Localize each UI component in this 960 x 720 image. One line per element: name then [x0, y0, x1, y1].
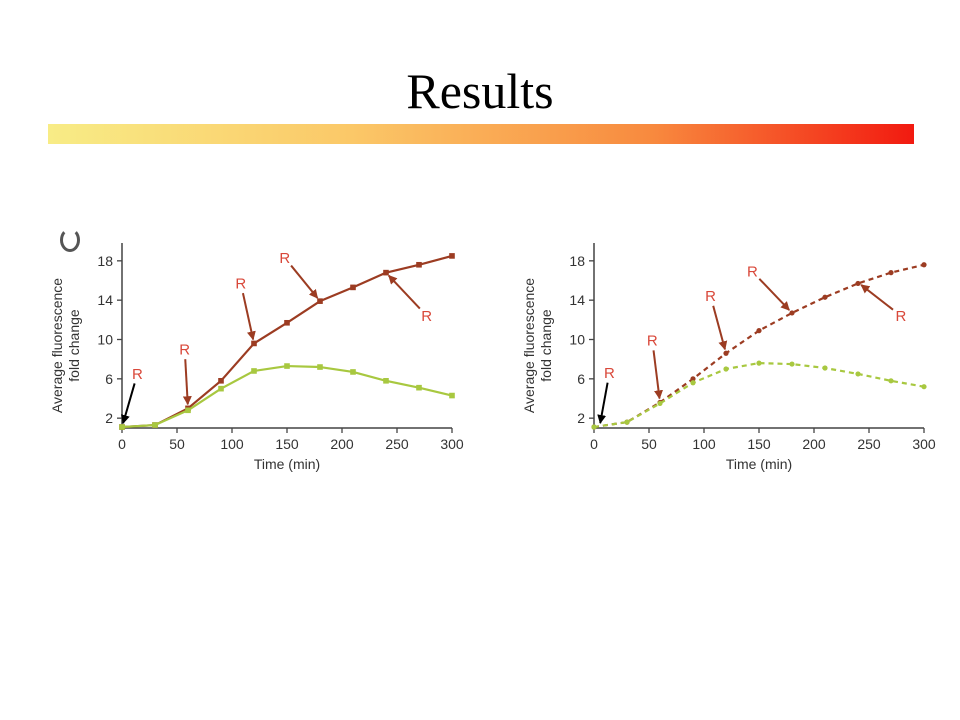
annotation-label: R: [604, 365, 615, 382]
annotation-arrow: [182, 359, 192, 406]
data-point: [383, 269, 389, 276]
x-tick-label: 200: [330, 436, 354, 452]
y-axis-title-line: Average fluorescence: [49, 278, 65, 413]
data-point: [690, 380, 696, 386]
x-tick-label: 100: [220, 436, 244, 452]
data-point: [317, 364, 323, 370]
data-point: [888, 378, 894, 384]
data-point: [591, 424, 597, 430]
y-tick-label: 2: [105, 410, 113, 426]
y-axis-title: Average fluorescencefold change: [521, 278, 554, 413]
series-line-red: [121, 254, 453, 429]
annotation-label: R: [235, 275, 246, 292]
x-tick-label: 150: [275, 436, 299, 452]
data-point: [218, 378, 224, 384]
annotation-arrow: [597, 382, 609, 424]
y-tick-label: 18: [569, 253, 585, 269]
data-point: [690, 376, 696, 382]
annotation-arrow: [860, 284, 894, 311]
annotation-arrow: [758, 278, 790, 311]
y-tick-label: 14: [569, 292, 585, 308]
annotation-arrow: [388, 274, 421, 310]
data-point: [624, 419, 630, 425]
data-point: [284, 319, 290, 326]
data-point: [921, 262, 927, 268]
data-point: [317, 298, 323, 304]
annotation-label: R: [179, 341, 190, 358]
x-tick-label: 250: [857, 436, 881, 452]
y-tick-label: 6: [577, 371, 585, 387]
x-axis-title: Time (min): [254, 456, 320, 472]
data-point: [789, 310, 795, 316]
annotation-label: R: [279, 250, 290, 267]
data-point: [822, 365, 828, 371]
data-point: [251, 340, 257, 347]
data-point: [251, 368, 257, 374]
title-accent-bar: [48, 124, 914, 144]
data-point: [449, 392, 455, 399]
x-tick-label: 0: [118, 436, 126, 452]
y-axis-title-line: fold change: [538, 309, 554, 382]
data-point: [416, 384, 422, 391]
annotation-label: R: [132, 366, 143, 383]
data-point: [822, 294, 828, 300]
y-tick-label: 10: [97, 332, 113, 348]
series-line-red: [593, 263, 925, 429]
data-point: [657, 400, 663, 407]
fluorescence-chart-dashed: 2 6 10 14 18 0 50 100 150 200 250 300 Time (min) Aver…: [521, 243, 936, 472]
data-point: [152, 422, 158, 428]
fluorescence-chart-solid: 2 6 10 14 18 0 50 100 150 200 250 300 Time (min) Aver…: [49, 243, 464, 472]
x-tick-label: 100: [692, 436, 716, 452]
data-point: [756, 360, 762, 366]
data-point: [350, 284, 356, 291]
data-point: [449, 253, 455, 259]
y-axis-title-line: fold change: [66, 309, 82, 382]
y-tick-label: 14: [97, 292, 113, 308]
series-line-green: [593, 362, 925, 429]
annotation-arrow: [121, 383, 136, 425]
annotation-arrow: [241, 292, 256, 341]
y-tick-label: 2: [577, 410, 585, 426]
x-tick-label: 50: [641, 436, 657, 452]
data-point: [416, 261, 422, 268]
annotation-label: R: [421, 308, 432, 325]
y-tick-label: 10: [569, 332, 585, 348]
data-point: [185, 407, 191, 414]
annotation-label: R: [647, 332, 658, 349]
data-point: [921, 384, 927, 390]
data-point: [119, 424, 125, 430]
series-line-green: [121, 364, 453, 429]
x-tick-label: 0: [590, 436, 598, 452]
y-tick-label: 18: [97, 253, 113, 269]
data-point: [284, 363, 290, 369]
slide-title: Results: [406, 63, 554, 119]
x-tick-label: 250: [385, 436, 409, 452]
y-axis-title: Average fluorescencefold change: [49, 278, 82, 413]
x-tick-label: 150: [747, 436, 771, 452]
data-point: [723, 350, 729, 356]
x-tick-label: 300: [440, 436, 464, 452]
x-axis-title: Time (min): [726, 456, 792, 472]
annotation-label: R: [705, 288, 716, 305]
annotation-arrow: [712, 305, 728, 351]
y-axis-title-line: Average fluorescence: [521, 278, 537, 413]
data-point: [789, 361, 795, 367]
annotation-arrow: [652, 350, 663, 400]
annotation-label: R: [895, 308, 906, 325]
annotation-arrow: [290, 264, 319, 299]
data-point: [888, 270, 894, 276]
data-point: [723, 366, 729, 372]
x-tick-label: 300: [912, 436, 936, 452]
y-tick-label: 6: [105, 371, 113, 387]
x-tick-label: 50: [169, 436, 185, 452]
data-point: [383, 378, 389, 384]
panel-letter-fragment: [60, 228, 80, 252]
data-point: [218, 385, 224, 392]
data-point: [855, 280, 861, 287]
annotation-label: R: [747, 264, 758, 281]
data-point: [350, 369, 356, 375]
data-point: [756, 328, 762, 334]
data-point: [855, 371, 861, 377]
x-tick-label: 200: [802, 436, 826, 452]
